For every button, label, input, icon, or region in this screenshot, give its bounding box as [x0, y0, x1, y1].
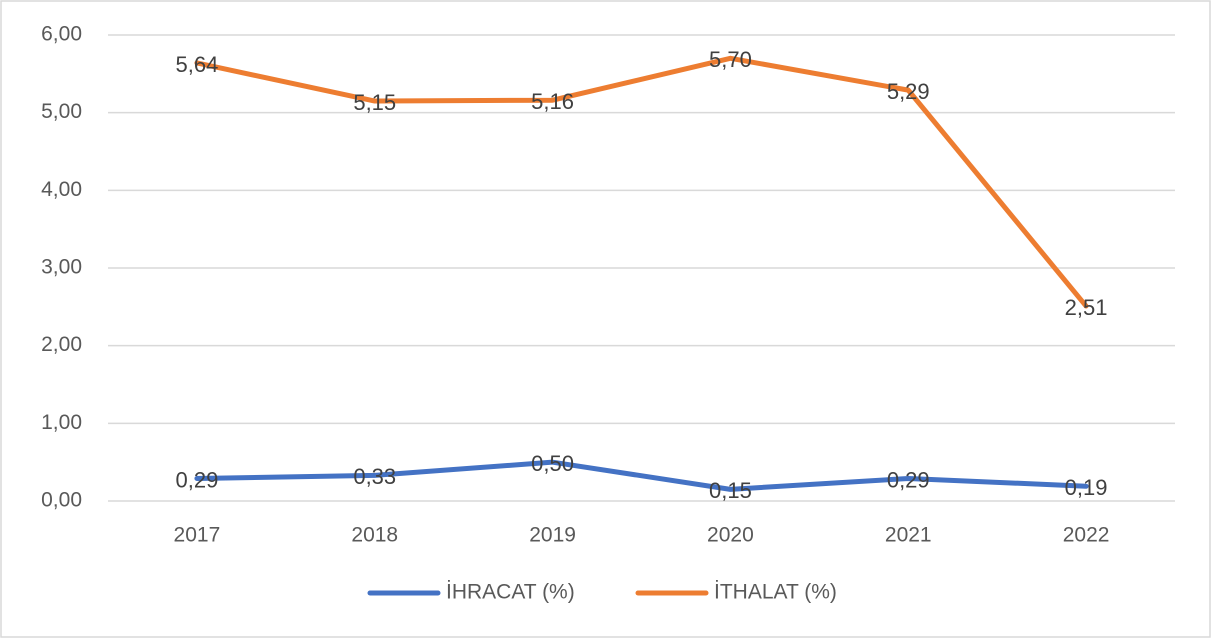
x-tick-label: 2017 — [174, 524, 221, 547]
legend-label: İTHALAT (%) — [714, 581, 837, 604]
data-label: 5,29 — [887, 79, 930, 104]
y-tick-label: 6,00 — [41, 23, 82, 46]
data-label: 0,29 — [887, 467, 930, 492]
data-label: 0,33 — [353, 464, 396, 489]
y-tick-label: 5,00 — [41, 100, 82, 123]
y-tick-label: 0,00 — [41, 489, 82, 512]
y-tick-label: 2,00 — [41, 333, 82, 356]
series-line — [194, 55, 1089, 309]
x-tick-label: 2020 — [707, 524, 754, 547]
x-tick-label: 2022 — [1063, 524, 1110, 547]
series-line — [194, 459, 1089, 492]
data-label: 0,15 — [709, 478, 752, 503]
y-tick-label: 1,00 — [41, 411, 82, 434]
data-label: 5,70 — [709, 47, 752, 72]
data-label: 0,50 — [531, 451, 574, 476]
data-label: 5,64 — [176, 52, 219, 77]
data-label: 2,51 — [1065, 295, 1108, 320]
data-label: 5,16 — [531, 89, 574, 114]
y-tick-label: 3,00 — [41, 256, 82, 279]
data-label: 0,29 — [176, 467, 219, 492]
x-tick-label: 2021 — [885, 524, 932, 547]
data-label: 5,15 — [353, 90, 396, 115]
legend-label: İHRACAT (%) — [446, 581, 575, 604]
y-tick-label: 4,00 — [41, 178, 82, 201]
data-label: 0,19 — [1065, 475, 1108, 500]
x-tick-label: 2019 — [529, 524, 576, 547]
x-tick-label: 2018 — [351, 524, 398, 547]
